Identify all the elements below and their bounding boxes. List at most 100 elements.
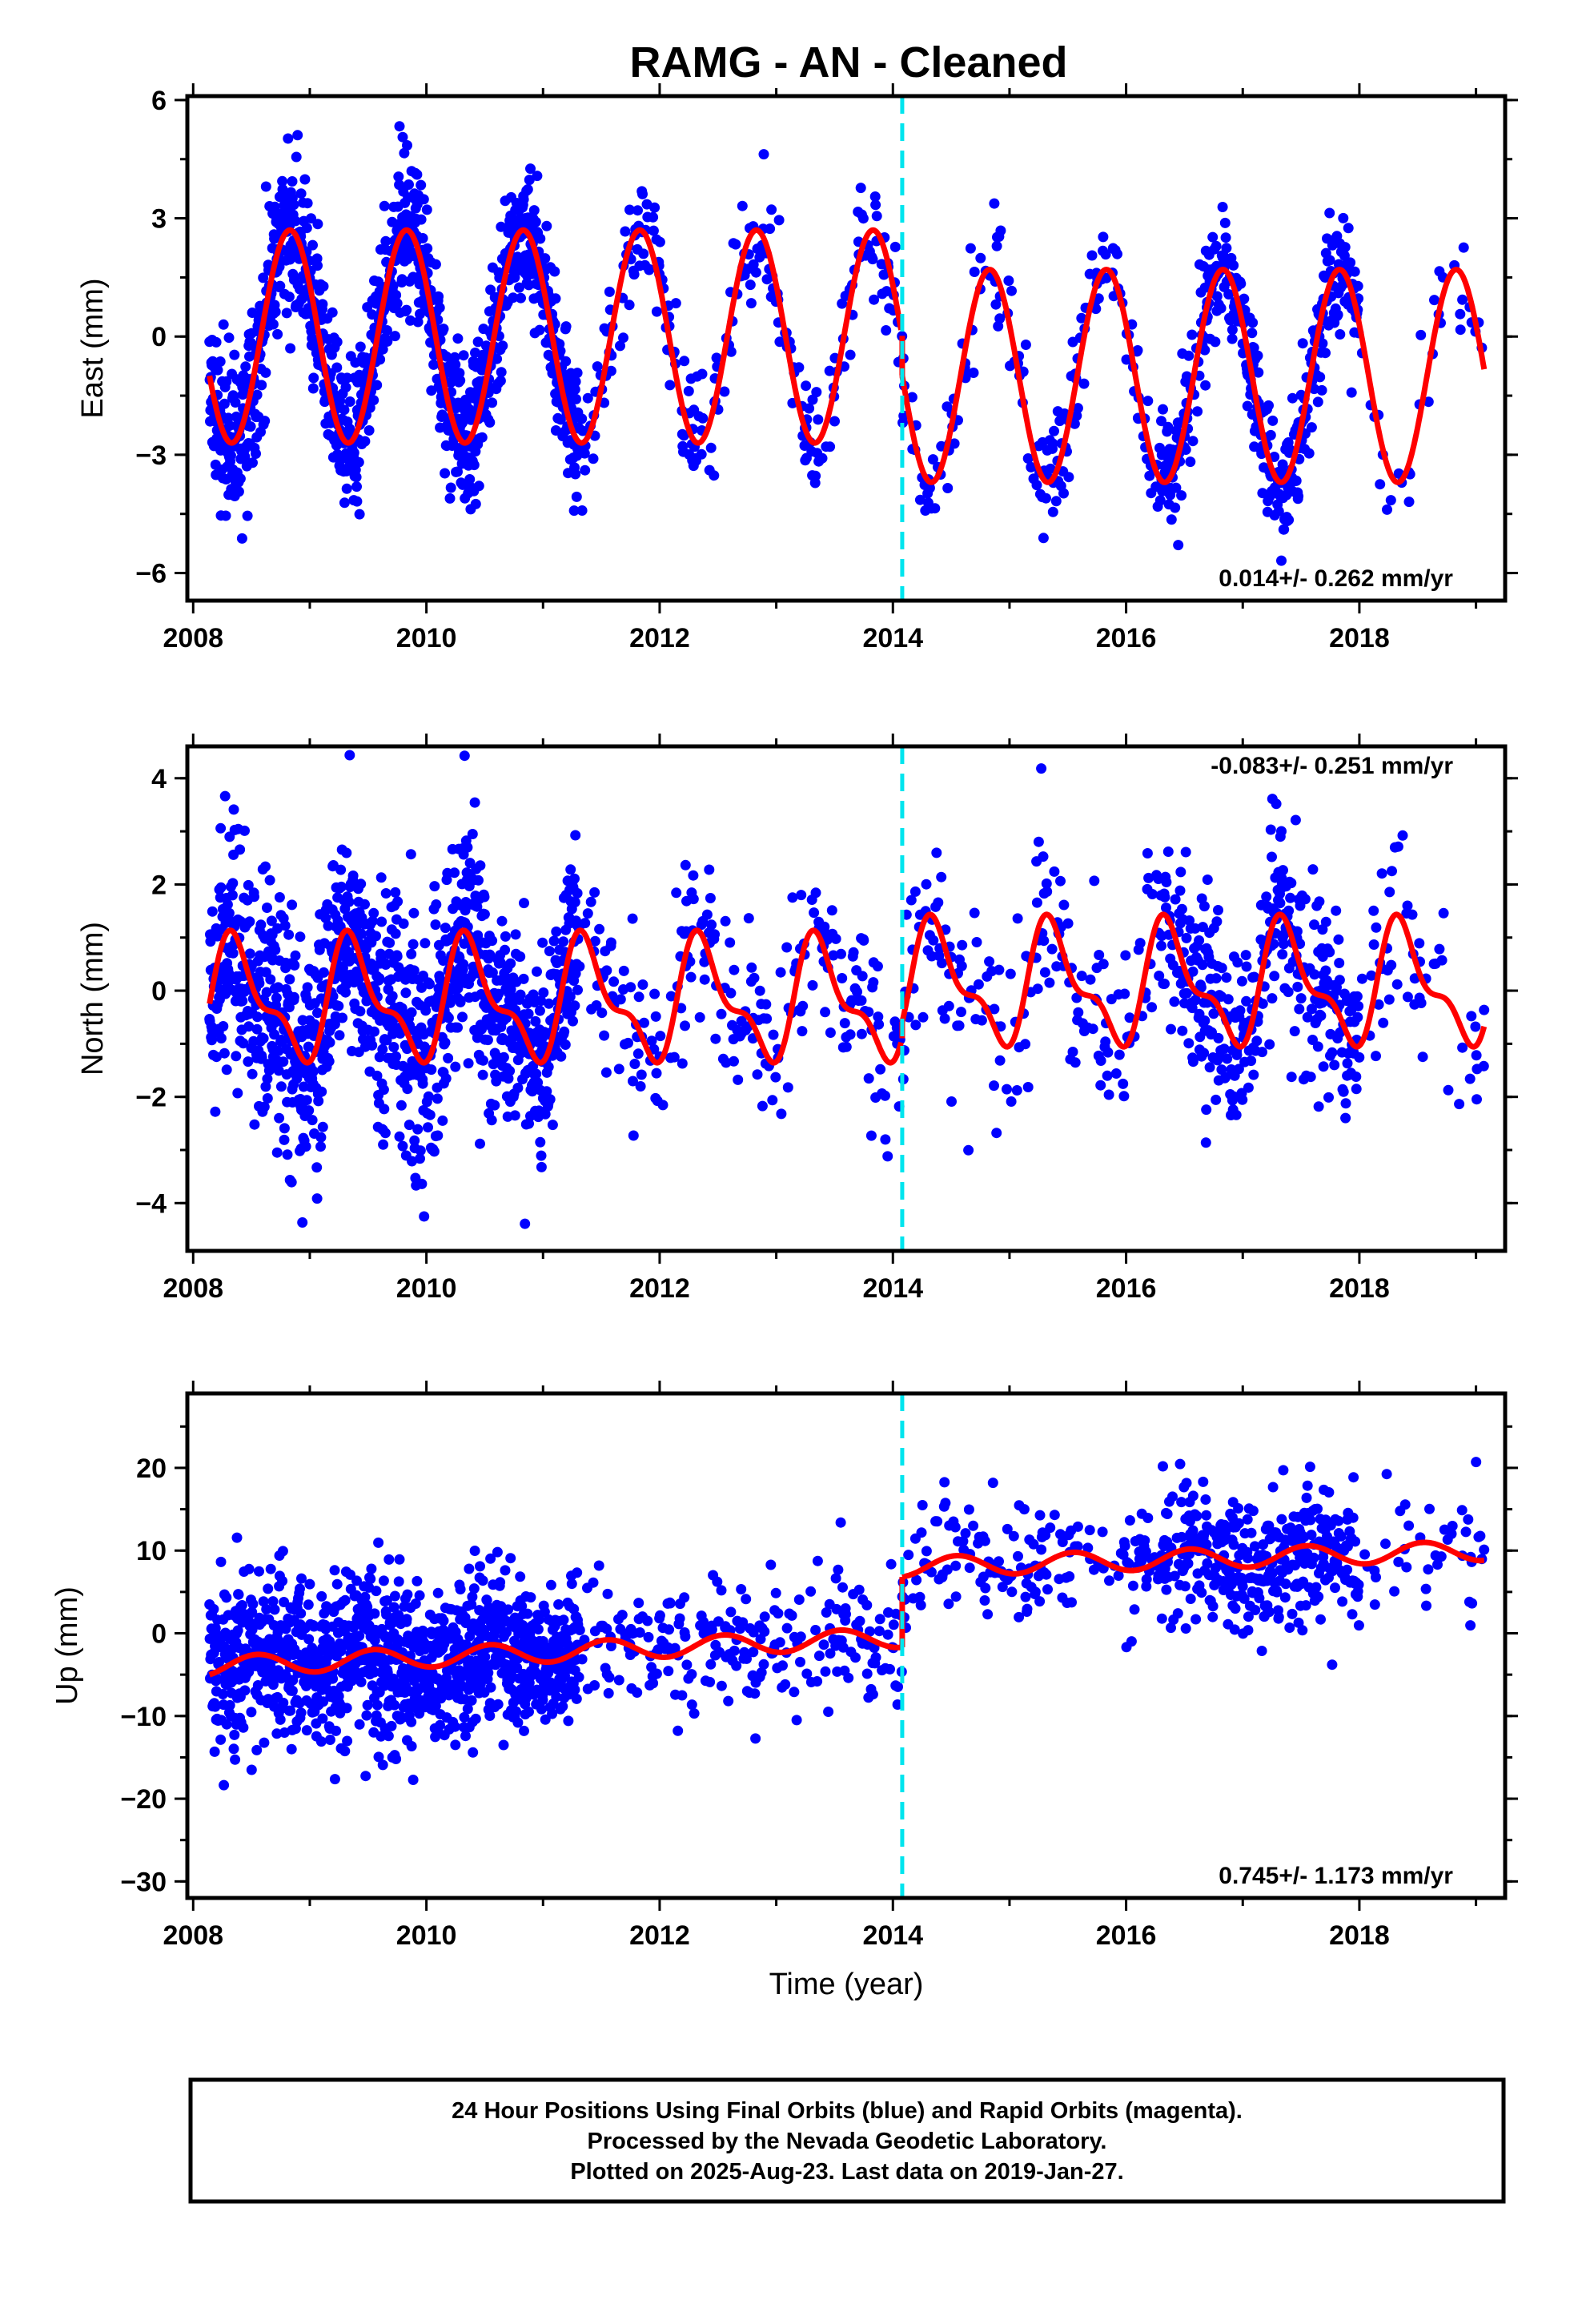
data-point [295,188,307,199]
data-point [1201,1104,1212,1116]
data-point [389,331,400,342]
data-point [375,1731,387,1742]
data-point [956,960,967,971]
data-point [362,1699,373,1711]
data-point [223,907,235,919]
data-point [251,448,261,459]
data-point [1222,1053,1233,1064]
data-point [1078,378,1090,389]
data-point [585,896,596,907]
data-point [1049,425,1059,436]
data-point [927,454,938,465]
data-point [1102,1070,1113,1081]
data-point [880,1134,891,1145]
data-point [389,1590,400,1602]
data-point [1289,1026,1300,1037]
data-point [1342,1058,1353,1069]
data-point [774,336,785,348]
data-point [371,931,381,942]
data-point [1087,1023,1098,1035]
data-point [1187,436,1199,447]
data-point [1391,979,1403,990]
data-point [467,1591,478,1602]
data-point [680,859,691,870]
data-point [304,1578,315,1590]
data-point [428,359,440,370]
data-point [1049,866,1060,877]
data-point [773,215,785,226]
data-point [515,989,526,1000]
data-point [255,919,267,931]
data-point [388,1602,400,1613]
data-point [335,881,347,892]
data-point [460,1731,471,1742]
data-point [592,361,603,372]
data-point [522,184,533,195]
data-point [1085,974,1096,985]
data-point [381,325,392,336]
data-point [571,393,581,404]
data-point [870,199,881,211]
data-point [569,897,580,907]
data-point [450,1739,461,1751]
data-point [1012,913,1023,924]
data-point [1183,350,1195,361]
data-point [1114,1049,1125,1060]
data-point [261,987,272,998]
data-point [1257,998,1268,1009]
data-point [519,898,529,909]
data-point [1241,961,1252,972]
data-point [1219,1043,1230,1055]
data-point [312,260,323,271]
data-point [1351,1084,1362,1095]
data-point [589,887,600,898]
x-tick-label: 2018 [1329,623,1390,653]
data-point [1318,1061,1329,1072]
data-point [342,372,353,384]
data-point [218,319,229,330]
data-point [1002,1084,1012,1095]
data-point [1200,380,1211,391]
data-point [287,176,298,187]
data-point [495,1577,506,1588]
data-point [312,1652,323,1663]
data-point [825,1027,836,1038]
data-point [1324,255,1335,266]
data-point [228,1743,239,1755]
data-point [247,1068,258,1080]
data-point [1170,502,1181,513]
data-point [405,849,416,860]
data-point [217,1689,228,1699]
data-point [242,510,253,521]
data-point [416,179,427,191]
data-point [1036,763,1047,774]
data-point [1050,496,1062,507]
data-point [1227,333,1238,344]
data-point [649,988,661,999]
data-point [1199,901,1210,912]
data-point [286,1176,297,1188]
data-point [258,272,269,283]
data-point [696,448,707,460]
data-point [414,1590,425,1601]
data-point [1320,348,1331,359]
data-point [914,494,926,505]
data-point [1368,939,1379,950]
data-point [1220,232,1231,243]
data-point [1309,919,1319,931]
data-point [320,912,331,923]
data-point [1194,935,1205,946]
data-point [375,872,387,883]
data-point [1038,935,1050,947]
data-point [618,332,628,344]
data-point [555,414,566,425]
data-point [380,888,391,899]
data-point [677,1058,688,1069]
data-point [316,1086,327,1097]
data-point [627,913,638,924]
data-point [266,915,277,927]
data-point [825,441,836,452]
data-point [1297,338,1308,349]
data-point [1231,1109,1242,1120]
data-point [1223,289,1235,300]
